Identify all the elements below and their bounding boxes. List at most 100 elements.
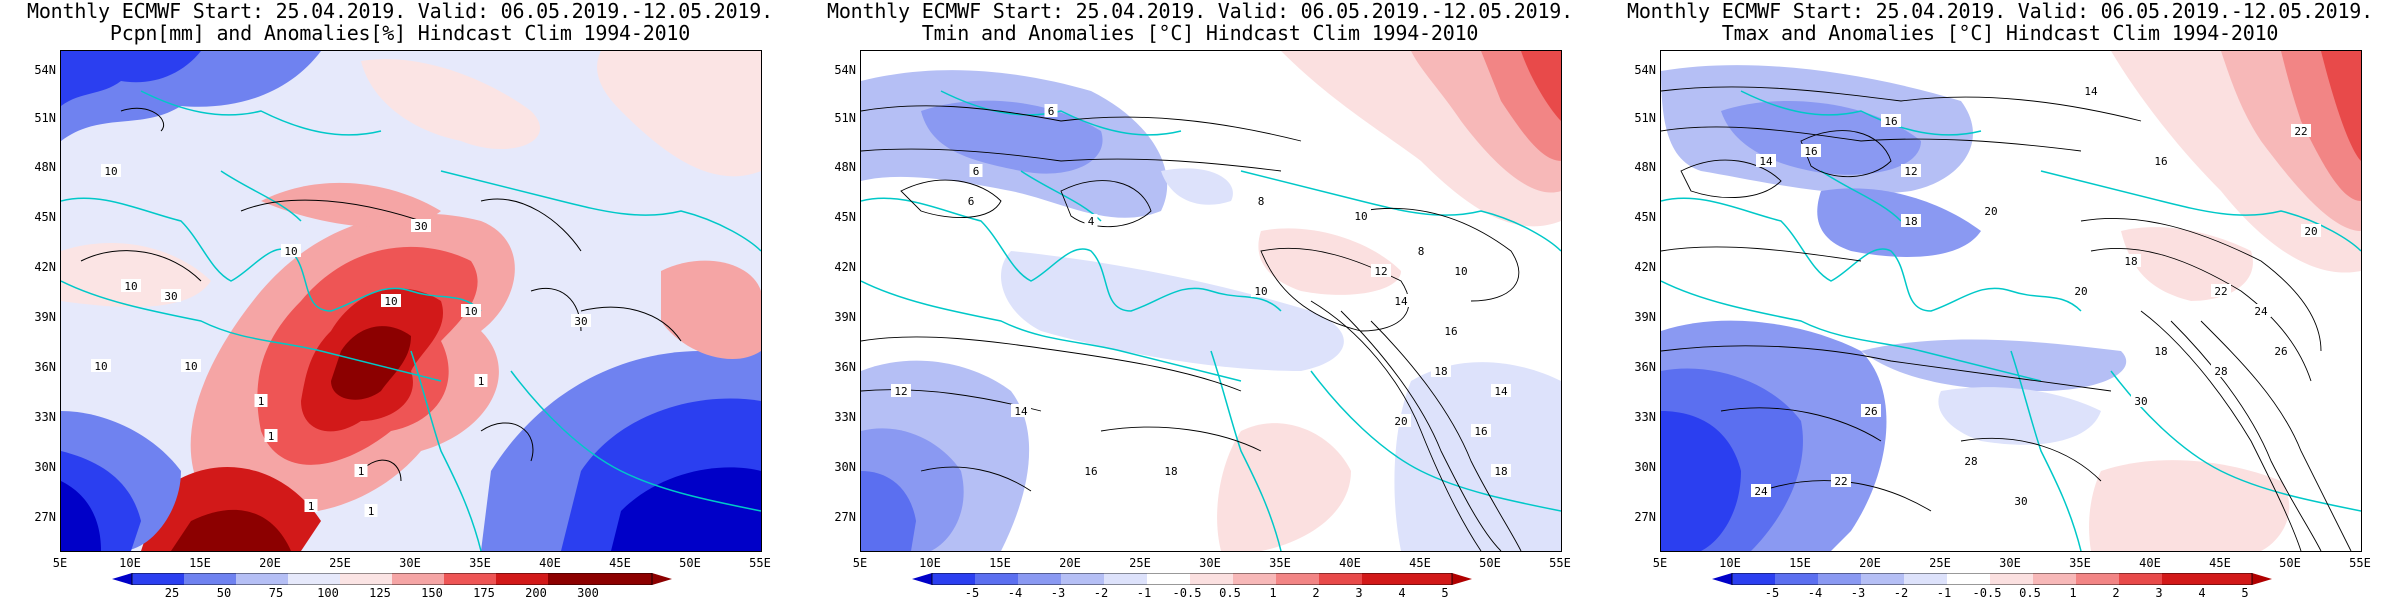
contour-label: 18 (1494, 465, 1507, 478)
precip-field: 10 10 10 30 30 10 10 10 1 1 1 1 1 1 10 30 (61, 51, 761, 551)
colorbar-tick: 5 (2241, 586, 2249, 600)
lon-label: 5E (1652, 556, 1668, 570)
lat-label: 54N (834, 63, 856, 77)
colorbar-tick: 3 (1355, 586, 1363, 600)
contour-label: 18 (1164, 465, 1177, 478)
lat-label: 48N (1634, 160, 1656, 174)
lat-label: 51N (1634, 111, 1656, 125)
lat-label: 39N (834, 310, 856, 324)
lon-label: 30E (1199, 556, 1221, 570)
contour-label: 24 (1754, 485, 1768, 498)
lon-label: 20E (1059, 556, 1081, 570)
contour-label: 30 (574, 315, 587, 328)
lon-label: 55E (1549, 556, 1571, 570)
contour-label-bg (1161, 464, 1181, 477)
contour-label: 14 (2084, 85, 2098, 98)
lon-label: 45E (609, 556, 631, 570)
contour-label: 1 (478, 375, 485, 388)
lon-label: 25E (329, 556, 351, 570)
contour-label-bg (254, 394, 268, 407)
contour-label: 26 (1864, 405, 1877, 418)
lon-label: 5E (852, 556, 868, 570)
contour-label: 6 (968, 195, 975, 208)
title-line-1: Monthly ECMWF Start: 25.04.2019. Valid: … (1627, 0, 2373, 23)
contour-label: 30 (164, 290, 177, 303)
lon-label: 45E (1409, 556, 1431, 570)
contour-label-bg (1254, 194, 1268, 207)
contour-label: 4 (1088, 215, 1095, 228)
lat-label: 45N (1634, 210, 1656, 224)
contour-label: 20 (2304, 225, 2317, 238)
lat-label: 27N (1634, 510, 1656, 524)
contour-label: 10 (284, 245, 297, 258)
tmin-colorbar (912, 573, 1472, 585)
colorbar-tick: 3 (2155, 586, 2163, 600)
contour-label: 14 (1494, 385, 1508, 398)
colorbar-tick: -2 (1093, 586, 1109, 600)
colorbar-tick: -2 (1893, 586, 1909, 600)
contour-label-bg (474, 374, 488, 387)
contour-label: 1 (308, 500, 315, 513)
lon-label: 45E (2209, 556, 2231, 570)
lat-label: 39N (34, 310, 56, 324)
contour-label: 20 (1984, 205, 1997, 218)
lon-label: 25E (1129, 556, 1151, 570)
colorbar-tick: 25 (164, 586, 180, 600)
contour-label-bg (2211, 364, 2231, 377)
contour-label-bg (1961, 454, 1981, 467)
contour-label-bg (2271, 344, 2291, 357)
colorbar-tick: -5 (964, 586, 980, 600)
contour-label-bg (181, 359, 201, 372)
contour-label-bg (1756, 154, 1776, 167)
contour-label-bg (461, 304, 481, 317)
contour-label: 18 (1434, 365, 1447, 378)
colorbar-tick: 0.5 (2019, 586, 2041, 600)
lon-label: 15E (1789, 556, 1811, 570)
colorbar-tick: 300 (577, 586, 599, 600)
colorbar-tick: 1 (1269, 586, 1277, 600)
contour-label: 1 (358, 465, 365, 478)
colorbar-tick: -1 (1936, 586, 1952, 600)
contour-label-bg (1751, 484, 1771, 497)
contour-label: 14 (1014, 405, 1028, 418)
contour-label: 16 (1804, 145, 1817, 158)
panel-title: Monthly ECMWF Start: 25.04.2019. Valid: … (0, 0, 800, 44)
colorbar-tick: 75 (268, 586, 284, 600)
contour-label-bg (1441, 324, 1461, 337)
contour-label-bg (964, 194, 978, 207)
colorbar-tick: -1 (1136, 586, 1152, 600)
precip-map: 10 10 10 30 30 10 10 10 1 1 1 1 1 1 10 30 (60, 50, 762, 552)
lon-label: 30E (399, 556, 421, 570)
lon-label: 50E (2279, 556, 2301, 570)
lon-label: 5E (52, 556, 68, 570)
contour-label: 6 (1048, 105, 1055, 118)
contour-label: 10 (464, 305, 477, 318)
contour-label: 10 (94, 360, 107, 373)
title-line-1: Monthly ECMWF Start: 25.04.2019. Valid: … (827, 0, 1573, 23)
contour-label: 6 (973, 165, 980, 178)
title-line-2: Tmax and Anomalies [°C] Hindcast Clim 19… (1721, 21, 2279, 45)
colorbar-tick: 200 (525, 586, 547, 600)
contour-label: 20 (1394, 415, 1407, 428)
contour-label: 10 (124, 280, 137, 293)
lon-label: 35E (2069, 556, 2091, 570)
tmin-field: 6 6 8 10 10 12 14 16 18 14 12 16 18 20 14 16 18 10 8 6 4 (861, 51, 1561, 551)
colorbar-tick: 5 (1441, 586, 1449, 600)
contour-label-bg (1901, 214, 1921, 227)
contour-label: 1 (368, 505, 375, 518)
tmin-panel: Monthly ECMWF Start: 25.04.2019. Valid: … (800, 0, 1600, 600)
contour-label-bg (2251, 304, 2271, 317)
lat-label: 36N (34, 360, 56, 374)
colorbar-tick: 1 (2069, 586, 2077, 600)
contour-label-bg (1084, 214, 1098, 227)
contour-label: 8 (1418, 245, 1425, 258)
colorbar-tick: -0.5 (1172, 586, 1202, 600)
contour-label-bg (2071, 284, 2091, 297)
contour-label: 16 (1084, 465, 1097, 478)
contour-label: 10 (1454, 265, 1467, 278)
lon-label: 10E (1719, 556, 1741, 570)
precip-colorbar (112, 573, 672, 585)
contour-label-bg (1491, 384, 1511, 397)
colorbar-tick: -4 (1807, 586, 1823, 600)
lat-label: 45N (34, 210, 56, 224)
